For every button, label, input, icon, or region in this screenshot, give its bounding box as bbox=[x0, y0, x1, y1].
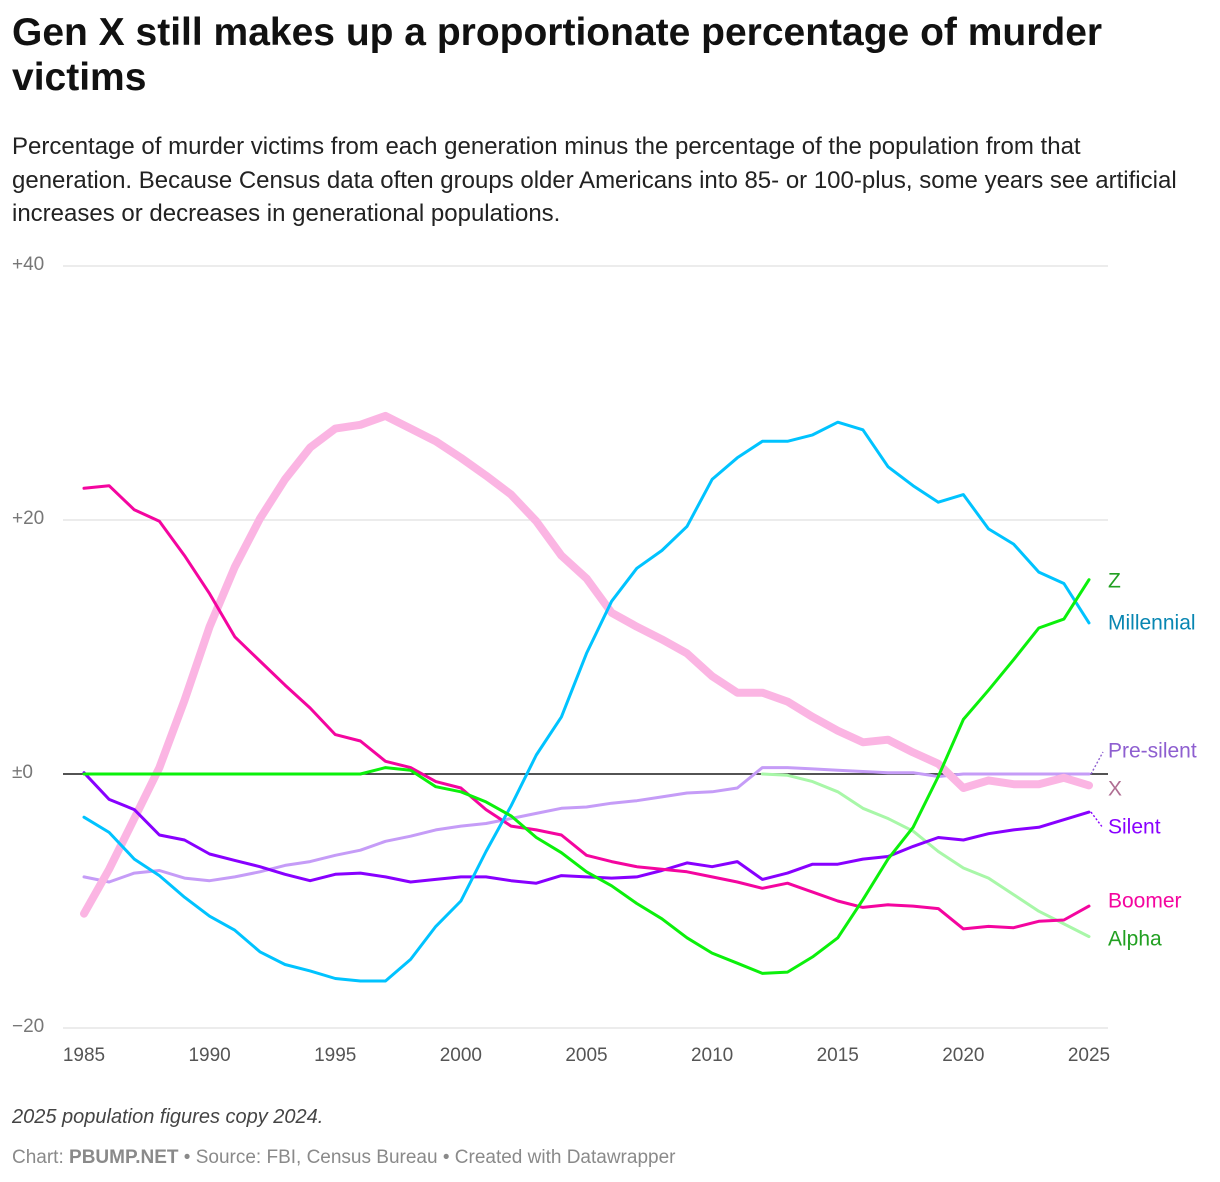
chart-prefix: Chart: bbox=[12, 1147, 64, 1168]
separator: • bbox=[183, 1147, 191, 1168]
series-label-z: Z bbox=[1108, 570, 1121, 593]
series-lines bbox=[80, 411, 1093, 983]
x-tick-label: 2025 bbox=[1068, 1045, 1110, 1066]
separator: • bbox=[442, 1147, 450, 1168]
y-tick-label: +20 bbox=[12, 508, 44, 529]
y-tick-label: ±0 bbox=[12, 762, 33, 783]
series-label-pre-silent: Pre-silent bbox=[1108, 740, 1197, 763]
x-tick-label: 2015 bbox=[817, 1045, 859, 1066]
series-labels: Pre-silent Silent Boomer X Millennial Z Alpha bbox=[1090, 570, 1197, 951]
source-text: Source: FBI, Census Bureau bbox=[195, 1147, 438, 1168]
series-label-millennial: Millennial bbox=[1108, 612, 1196, 635]
chart-credits: Chart: PBUMP.NET • Source: FBI, Census B… bbox=[12, 1147, 675, 1169]
chart-author-link[interactable]: PBUMP.NET bbox=[69, 1147, 179, 1168]
series-line-pre-silent bbox=[82, 766, 1091, 884]
series-line-alpha bbox=[760, 772, 1091, 939]
line-chart: +40 +20 ±0 −20 1985 1990 1995 2000 2005 2010 2015… bbox=[12, 254, 1197, 1066]
x-tick-label: 2005 bbox=[565, 1045, 607, 1066]
y-tick-label: +40 bbox=[12, 254, 44, 275]
x-tick-label: 2020 bbox=[942, 1045, 984, 1066]
x-axis-ticks: 1985 1990 1995 2000 2005 2010 2015 2020 2025 bbox=[63, 1045, 1110, 1066]
chart-subtitle: Percentage of murder victims from each g… bbox=[12, 133, 1177, 228]
series-line-x bbox=[80, 411, 1093, 918]
x-tick-label: 2000 bbox=[440, 1045, 482, 1066]
chart-title: Gen X still makes up a proportionate per… bbox=[12, 11, 1103, 100]
x-tick-label: 2010 bbox=[691, 1045, 733, 1066]
series-line-millennial bbox=[82, 420, 1091, 983]
x-tick-label: 1995 bbox=[314, 1045, 356, 1066]
x-tick-label: 1985 bbox=[63, 1045, 105, 1066]
series-line-silent bbox=[82, 771, 1091, 885]
series-label-silent: Silent bbox=[1108, 816, 1161, 839]
label-connector bbox=[1090, 751, 1104, 775]
series-line-boomer bbox=[82, 484, 1091, 931]
x-tick-label: 1990 bbox=[188, 1045, 230, 1066]
y-axis-ticks: +40 +20 ±0 −20 bbox=[12, 254, 44, 1037]
series-label-boomer: Boomer bbox=[1108, 890, 1182, 913]
y-tick-label: −20 bbox=[12, 1016, 44, 1037]
series-label-alpha: Alpha bbox=[1108, 928, 1162, 951]
gridlines bbox=[63, 265, 1108, 1029]
series-line-z bbox=[82, 578, 1091, 975]
label-connector bbox=[1090, 811, 1104, 829]
datawrapper-link[interactable]: Created with Datawrapper bbox=[454, 1147, 676, 1168]
chart-notes: 2025 population figures copy 2024. bbox=[12, 1106, 324, 1128]
series-label-x: X bbox=[1108, 778, 1122, 801]
